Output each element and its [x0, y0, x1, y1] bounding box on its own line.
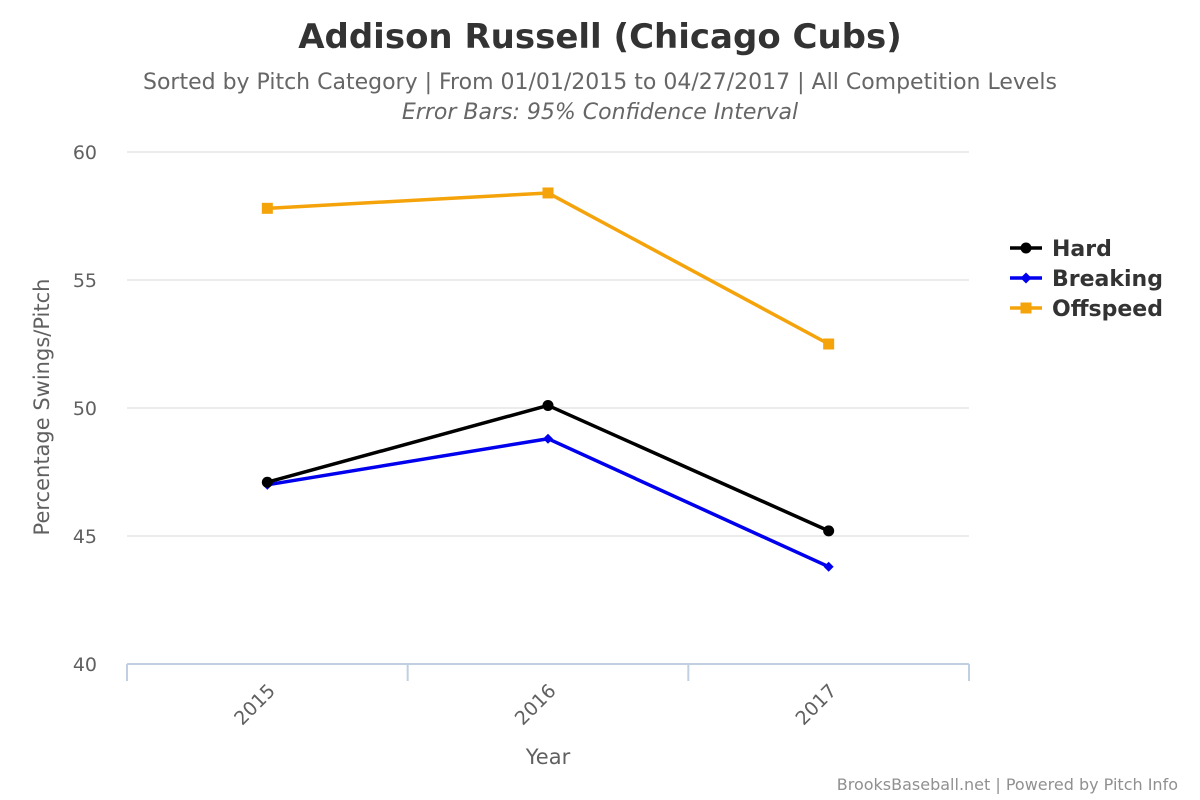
y-tick-label: 45 — [73, 526, 97, 548]
y-tick-label: 50 — [73, 398, 97, 420]
y-tick-label: 40 — [73, 654, 97, 676]
data-point[interactable] — [823, 525, 835, 537]
series-breaking[interactable] — [262, 433, 834, 572]
data-point[interactable] — [261, 476, 273, 488]
legend-marker — [1020, 272, 1032, 284]
series — [261, 187, 835, 572]
data-point[interactable] — [542, 399, 554, 411]
y-tick-label: 60 — [73, 142, 97, 164]
data-point[interactable] — [823, 561, 834, 572]
x-tick-label: 2015 — [230, 680, 280, 730]
chart-title: Addison Russell (Chicago Cubs) — [298, 17, 902, 57]
data-point[interactable] — [542, 187, 554, 199]
x-tick-label: 2016 — [511, 680, 561, 730]
legend-marker — [1020, 302, 1032, 314]
legend-label: Offspeed — [1052, 297, 1163, 322]
data-point[interactable] — [823, 338, 835, 350]
legend-item-breaking[interactable]: Breaking — [1010, 267, 1163, 292]
y-axis: 40 45 50 55 60 — [73, 142, 97, 676]
data-point[interactable] — [543, 433, 553, 444]
data-point[interactable] — [261, 202, 273, 214]
legend-item-offspeed[interactable]: Offspeed — [1010, 297, 1163, 322]
gridlines — [127, 151, 969, 537]
chart-error-bars-note: Error Bars: 95% Confidence Interval — [402, 100, 798, 125]
series-line[interactable] — [265, 191, 831, 346]
x-axis: 2015 2016 2017 — [126, 663, 970, 730]
y-tick-label: 55 — [73, 270, 97, 292]
legend-label: Breaking — [1052, 267, 1163, 292]
chart-subtitle: Sorted by Pitch Category | From 01/01/20… — [143, 70, 1057, 95]
series-offspeed[interactable] — [261, 187, 835, 350]
legend-marker — [1020, 242, 1032, 254]
series-line[interactable] — [265, 403, 831, 533]
x-tick-label: 2017 — [791, 680, 841, 730]
series-hard[interactable] — [261, 399, 835, 537]
y-axis-title: Percentage Swings/Pitch — [30, 279, 54, 536]
legend-label: Hard — [1052, 237, 1112, 262]
credits[interactable]: BrooksBaseball.net | Powered by Pitch In… — [837, 775, 1178, 794]
legend[interactable]: Hard Breaking Offspeed — [1010, 237, 1163, 322]
legend-item-hard[interactable]: Hard — [1010, 237, 1112, 262]
x-axis-title: Year — [525, 745, 571, 769]
